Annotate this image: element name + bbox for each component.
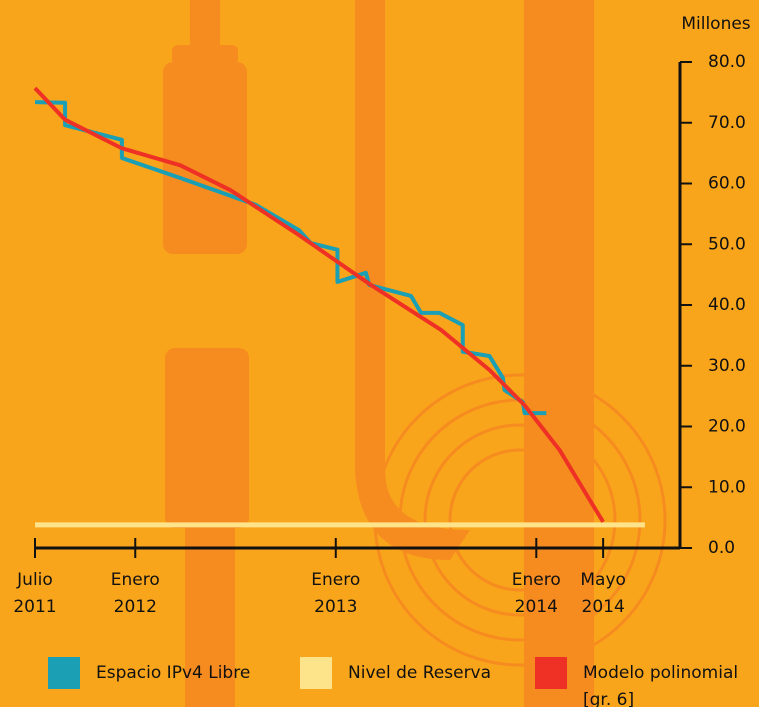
- y-tick-label: 30.0: [708, 356, 746, 376]
- y-tick-label: 40.0: [708, 295, 746, 315]
- y-tick-label: 0.0: [708, 538, 735, 558]
- y-axis-label: Millones: [681, 14, 750, 34]
- page: {"chart_data":{"type":"line","y_axis_lab…: [0, 0, 759, 707]
- legend-label: Espacio IPv4 Libre: [96, 663, 250, 683]
- y-tick-label: 20.0: [708, 417, 746, 437]
- y-tick-label: 50.0: [708, 234, 746, 254]
- legend-swatch: [48, 657, 80, 689]
- legend-swatch: [535, 657, 567, 689]
- series-line: [35, 102, 546, 413]
- y-tick-label: 80.0: [708, 52, 746, 72]
- legend-label: Nivel de Reserva: [348, 663, 491, 683]
- y-tick-label: 70.0: [708, 113, 746, 133]
- legend-label: Modelo polinomial[gr. 6]: [583, 663, 738, 707]
- y-tick-label: 10.0: [708, 477, 746, 497]
- legend-swatch: [300, 657, 332, 689]
- y-tick-label: 60.0: [708, 174, 746, 194]
- chart: Millones 0.0 10.0 20.0 30.0 40.0 50.0 60.0 70.0…: [0, 0, 759, 707]
